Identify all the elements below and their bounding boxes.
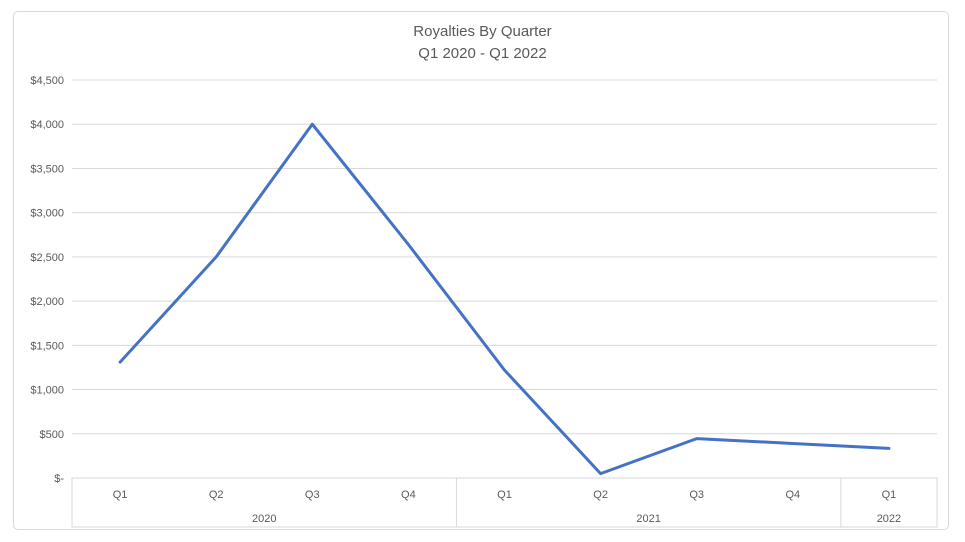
chart-title: Royalties By Quarter Q1 2020 - Q1 2022: [0, 21, 965, 65]
x-axis-year-label: 2020: [252, 513, 276, 525]
x-axis-quarter-label: Q2: [593, 489, 608, 501]
chart-title-line1: Royalties By Quarter: [413, 23, 552, 40]
y-axis-tick-label: $500: [40, 429, 64, 441]
y-axis-tick-label: $1,000: [30, 385, 64, 397]
x-axis-quarter-label: Q4: [785, 489, 800, 501]
x-axis-quarter-label: Q4: [401, 489, 416, 501]
y-axis-tick-label: $-: [54, 473, 64, 485]
y-axis-tick-label: $2,500: [30, 252, 64, 264]
y-axis-tick-label: $1,500: [30, 340, 64, 352]
y-axis-tick-label: $2,000: [30, 296, 64, 308]
chart-title-line2: Q1 2020 - Q1 2022: [418, 45, 547, 62]
x-axis-quarter-label: Q1: [113, 489, 128, 501]
royalties-line: [118, 122, 891, 476]
x-axis-quarter-label: Q3: [689, 489, 704, 501]
x-axis-quarter-label: Q3: [305, 489, 320, 501]
x-axis-year-label: 2021: [636, 513, 660, 525]
x-axis-year-label: 2022: [877, 513, 901, 525]
y-axis-tick-label: $4,000: [30, 119, 64, 131]
y-axis-tick-label: $3,000: [30, 208, 64, 220]
x-axis-quarter-label: Q1: [497, 489, 512, 501]
y-axis-tick-label: $3,500: [30, 163, 64, 175]
x-axis-quarter-label: Q1: [882, 489, 897, 501]
x-axis-box: [71, 477, 938, 528]
y-axis-tick-label: $4,500: [30, 75, 64, 87]
x-axis-quarter-label: Q2: [209, 489, 224, 501]
